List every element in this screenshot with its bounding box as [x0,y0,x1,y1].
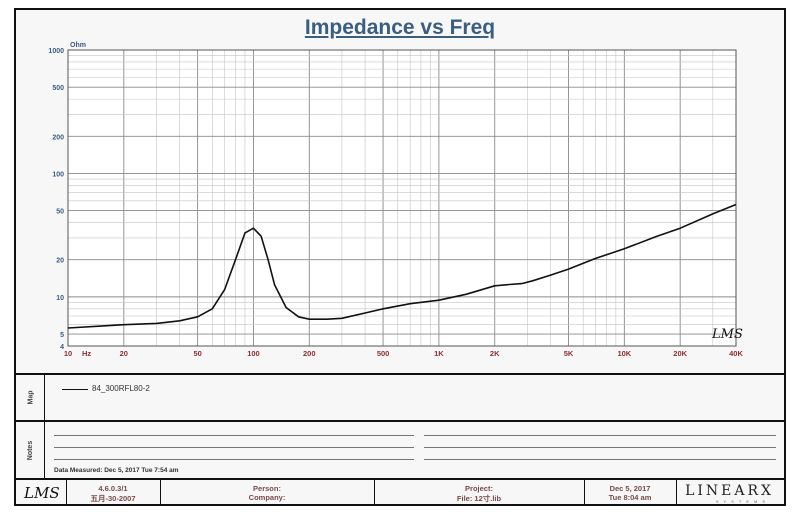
footer-band: LMS 4.6.0.3/1 五月-30-2007 Person: Company… [16,478,784,506]
y-axis-label: Ohm [70,42,86,49]
y-tick-label: 20 [56,258,64,265]
linearx-logo: LINEARX [685,483,774,499]
file-label: File: 12寸.lib [456,494,502,503]
y-tick-label: 100 [52,171,64,178]
legend-swatch [62,389,88,390]
x-tick-label: 5K [564,349,574,358]
legend-divider [44,375,45,420]
footer-divider [676,480,677,506]
y-tick-label: 1000 [48,48,64,55]
x-tick-label: 200 [303,349,316,358]
person-label: Person: [253,484,281,493]
footer-divider [584,480,585,506]
version-text: 4.6.0.3/1 [98,484,128,493]
report-frame: Impedance vs Freq 10 20 50 100 200 500 1K 2K 5K 1… [14,8,786,506]
project-cell: Project: File: 12寸.lib [376,480,582,506]
footer-divider [160,480,161,506]
x-unit-label: Hz [82,349,91,358]
legend-entry: 84_300RFL80-2 [92,384,150,393]
notes-line [54,447,414,448]
footer-divider [374,480,375,506]
y-tick-label: 50 [56,209,64,216]
x-tick-label: 2K [490,349,500,358]
notes-band: Notes Data Measured: Dec 5, 2017 Tue 7:5… [16,420,784,478]
map-section-label: Map [27,390,35,405]
notes-line [54,435,414,436]
series-line [67,203,737,329]
version-cell: 4.6.0.3/1 五月-30-2007 [68,480,158,506]
y-tick-label: 200 [52,134,64,141]
footer-time: Tue 8:04 am [608,493,652,502]
y-tick-label: 4 [60,344,64,351]
lms-watermark: LMS [711,327,743,342]
legend-band: Map 84_300RFL80-2 [16,373,784,420]
plot-border [67,49,737,347]
notes-line [54,459,414,460]
x-tick-label: 10K [617,349,631,358]
x-tick-label: 20K [673,349,687,358]
lms-logo: LMS [24,484,60,502]
plot-area [68,50,736,346]
linearx-logo-sub: SYSTEMS [715,499,770,504]
notes-section-label: Notes [27,440,35,460]
date-cell: Dec 5, 2017 Tue 8:04 am [586,480,674,506]
footer-divider [66,480,67,506]
footer-date: Dec 5, 2017 [609,484,651,493]
x-tick-label: 1K [434,349,444,358]
x-tick-label: 50 [193,349,201,358]
company-label: Company: [248,493,286,502]
impedance-chart: 10 20 50 100 200 500 1K 2K 5K 10K 20K 40K Hz 4 5 10 20 50… [48,42,743,358]
x-tick-label: 500 [377,349,390,358]
x-tick-label: 20 [120,349,128,358]
chart-title: Impedance vs Freq [304,16,496,39]
measured-date: Data Measured: Dec 5, 2017 Tue 7:54 am [54,467,179,474]
notes-line [424,459,776,460]
y-tick-label: 5 [60,332,64,339]
x-tick-label: 40K [729,349,743,358]
person-cell: Person: Company: [162,480,372,506]
y-tick-label: 500 [52,85,64,92]
notes-line [424,447,776,448]
notes-line [424,435,776,436]
y-tick-label: 10 [56,295,64,302]
x-tick-label: 10 [64,349,72,358]
version-date: 五月-30-2007 [90,494,136,503]
project-label: Project: [465,484,493,493]
x-tick-label: 100 [247,349,260,358]
notes-divider [44,422,45,478]
